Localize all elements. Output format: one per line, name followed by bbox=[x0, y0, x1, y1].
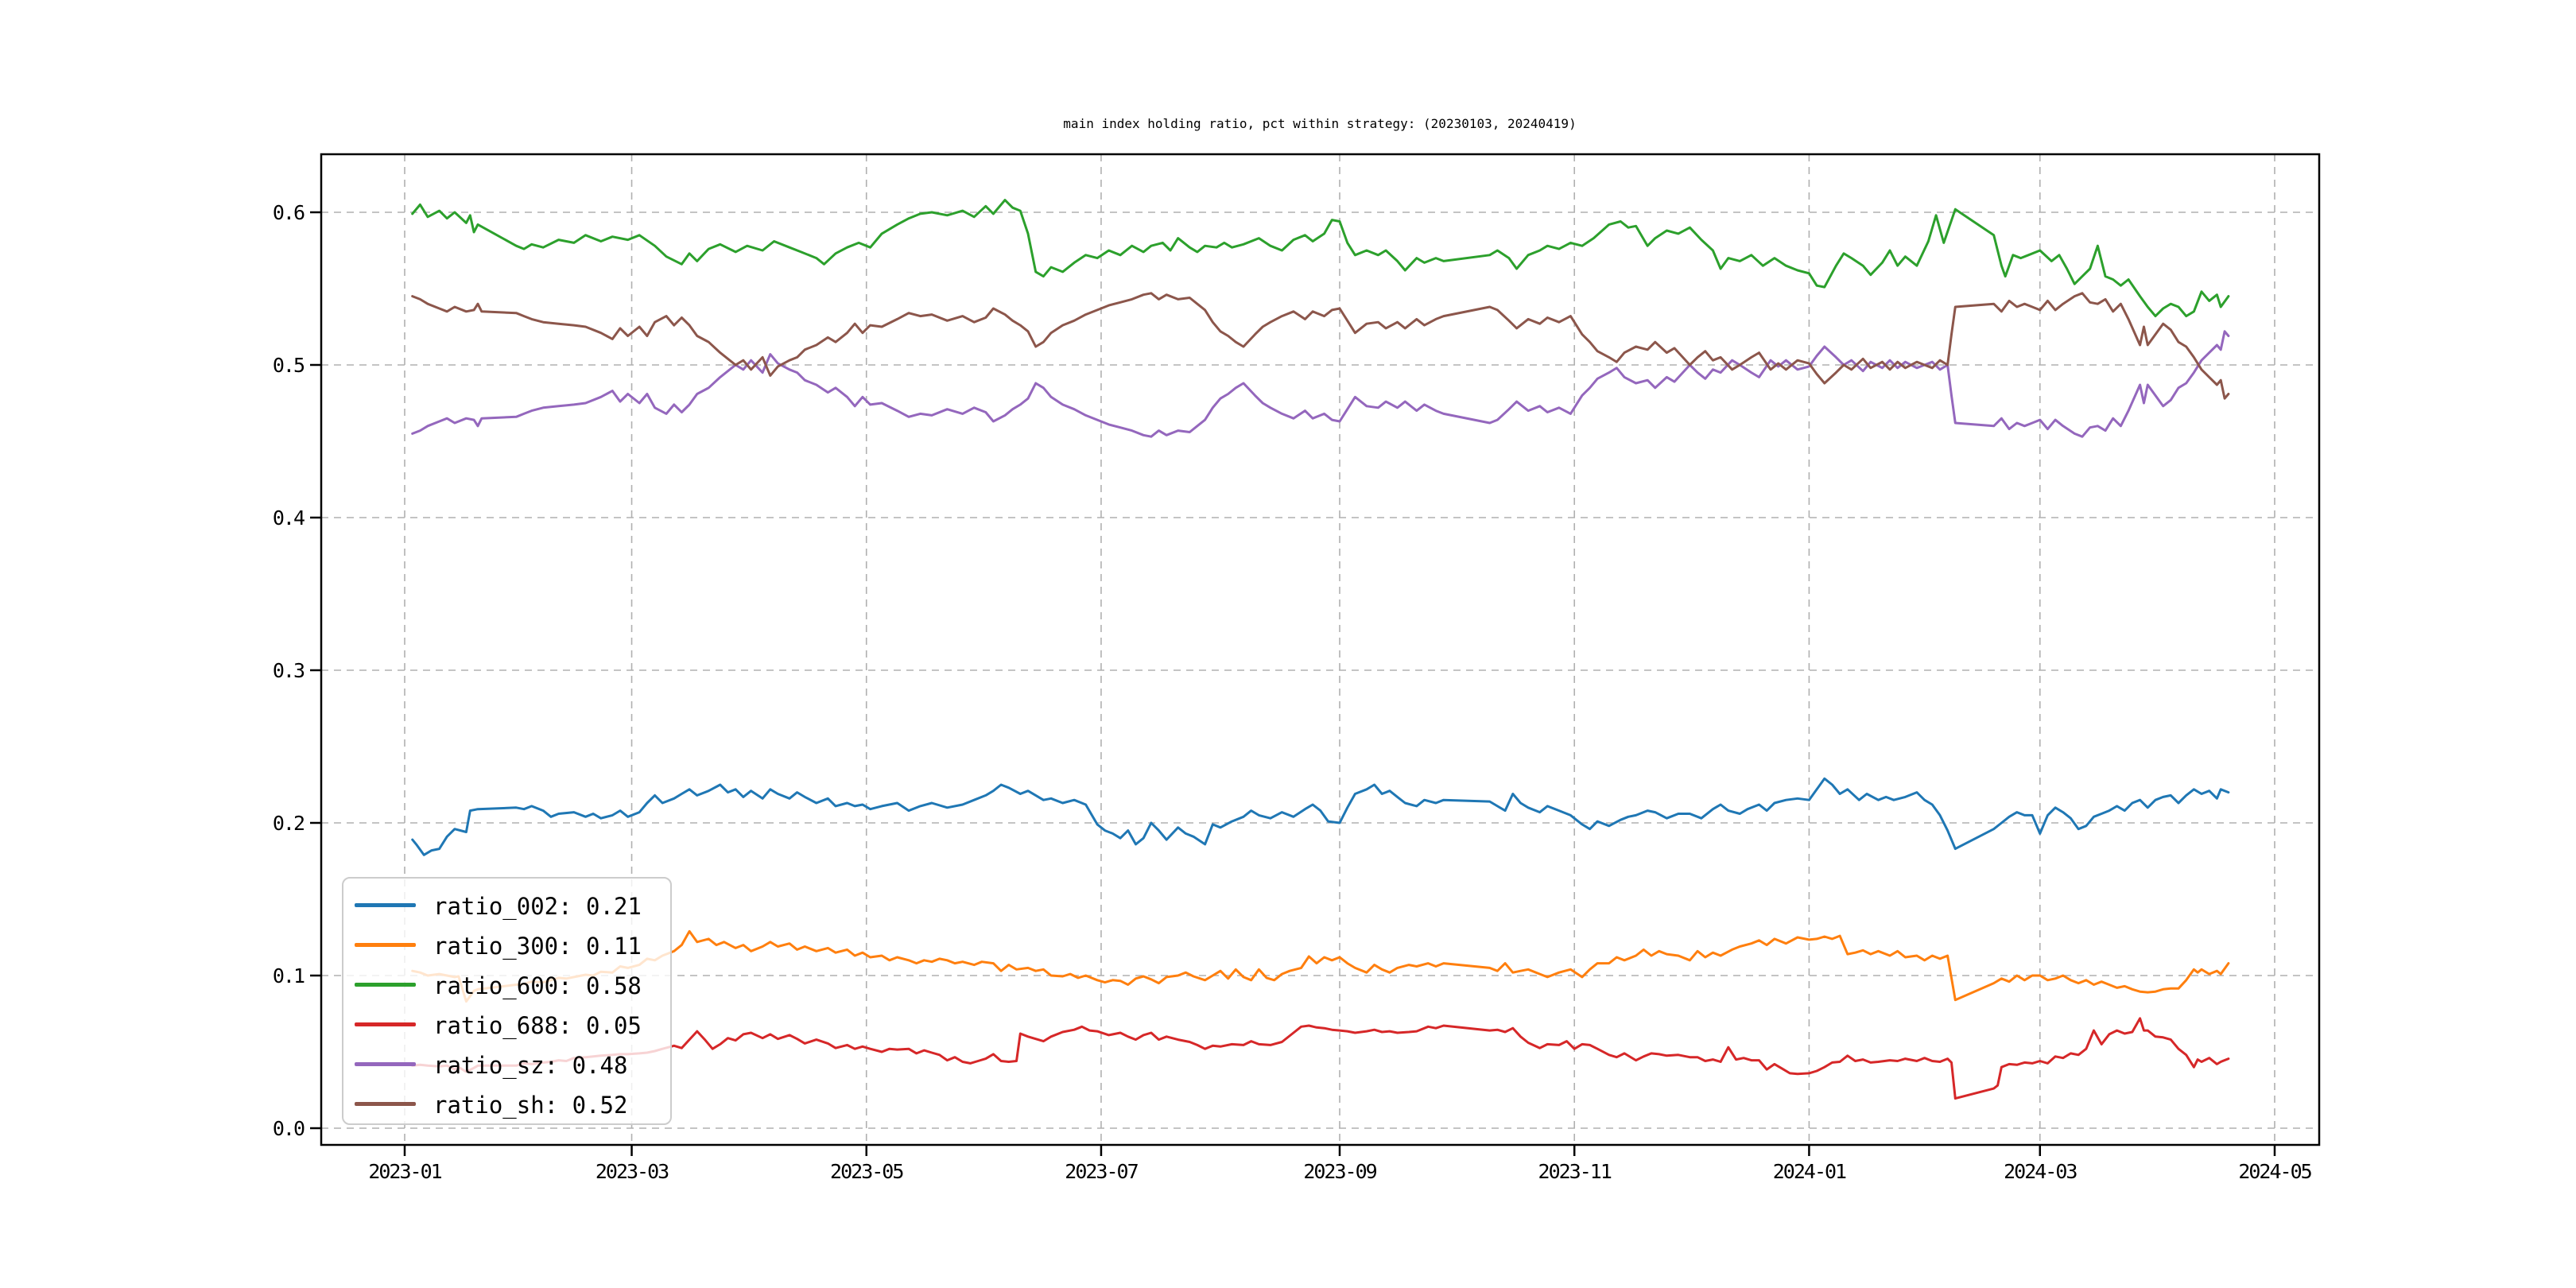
x-axis-tick-label: 2023-03 bbox=[596, 1160, 669, 1183]
legend-line-sample-ratio_600 bbox=[355, 983, 416, 987]
y-axis-tick-label: 0.2 bbox=[273, 812, 304, 835]
legend-entry-ratio_688: ratio_688: 0.05 bbox=[343, 1004, 670, 1044]
legend-label: ratio_300: 0.11 bbox=[433, 933, 642, 960]
x-axis-tick-label: 2023-11 bbox=[1538, 1160, 1612, 1183]
legend-label: ratio_sz: 0.48 bbox=[433, 1052, 628, 1079]
series-line-ratio_sh bbox=[411, 292, 2230, 400]
series-line-ratio_002 bbox=[411, 777, 2230, 856]
y-axis-tick-label: 0.6 bbox=[273, 201, 305, 224]
legend-entry-ratio_300: ratio_300: 0.11 bbox=[343, 925, 670, 964]
legend-line-sample-ratio_688 bbox=[355, 1022, 416, 1026]
x-axis-tick-label: 2023-09 bbox=[1303, 1160, 1376, 1183]
y-axis-tick-label: 0.1 bbox=[273, 964, 305, 987]
legend-line-sample-ratio_sh bbox=[355, 1102, 416, 1106]
x-axis-tick-label: 2023-01 bbox=[368, 1160, 441, 1183]
y-axis-tick-label: 0.0 bbox=[273, 1117, 305, 1140]
legend: ratio_002: 0.21 ratio_300: 0.11 ratio_600:… bbox=[342, 877, 672, 1125]
x-axis-tick-label: 2023-07 bbox=[1065, 1160, 1138, 1183]
series-line-ratio_300 bbox=[411, 929, 2230, 1003]
legend-entry-ratio_sz: ratio_sz: 0.48 bbox=[343, 1044, 670, 1084]
legend-line-sample-ratio_002 bbox=[355, 903, 416, 907]
series-line-ratio_600 bbox=[411, 199, 2230, 318]
y-axis-tick-label: 0.4 bbox=[273, 506, 305, 530]
legend-entry-ratio_sh: ratio_sh: 0.52 bbox=[343, 1084, 670, 1123]
legend-line-sample-ratio_300 bbox=[355, 943, 416, 947]
series-line-ratio_688 bbox=[411, 1017, 2230, 1100]
x-axis-tick-label: 2024-03 bbox=[2004, 1160, 2077, 1183]
x-axis-tick-label: 2024-05 bbox=[2238, 1160, 2311, 1183]
y-axis-tick-label: 0.5 bbox=[273, 354, 305, 377]
chart-title: main index holding ratio, pct within str… bbox=[1063, 116, 1577, 131]
legend-label: ratio_688: 0.05 bbox=[433, 1012, 642, 1039]
legend-entry-ratio_002: ratio_002: 0.21 bbox=[343, 885, 670, 925]
x-axis-tick-label: 2023-05 bbox=[830, 1160, 903, 1183]
legend-label: ratio_sh: 0.52 bbox=[433, 1092, 628, 1119]
legend-label: ratio_600: 0.58 bbox=[433, 972, 642, 999]
legend-entry-ratio_600: ratio_600: 0.58 bbox=[343, 964, 670, 1004]
axes-spines bbox=[320, 153, 2321, 1146]
legend-label: ratio_002: 0.21 bbox=[433, 893, 642, 920]
legend-line-sample-ratio_sz bbox=[355, 1062, 416, 1066]
x-axis-tick-label: 2024-01 bbox=[1773, 1160, 1846, 1183]
series-line-ratio_sz bbox=[411, 330, 2230, 438]
y-axis-tick-label: 0.3 bbox=[273, 659, 305, 682]
